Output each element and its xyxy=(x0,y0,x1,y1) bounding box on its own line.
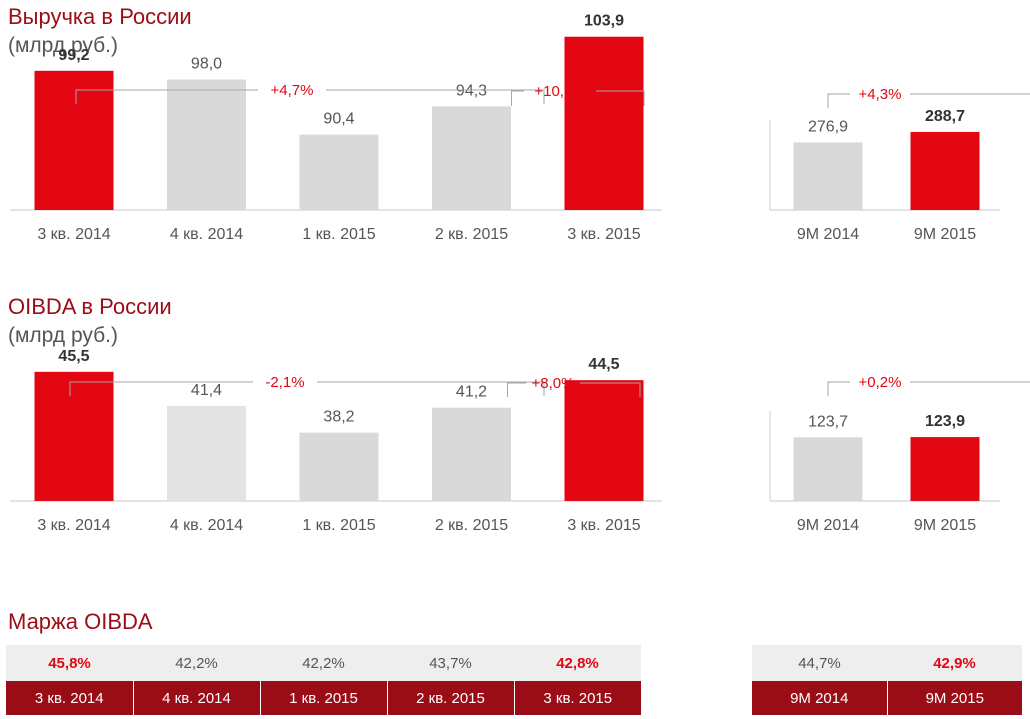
bar-4-кв.-2014 xyxy=(167,79,246,210)
bar-4-кв.-2014 xyxy=(167,406,246,501)
value-label: 44,5 xyxy=(588,356,619,373)
margin-9m-value-cell: 44,7% xyxy=(752,645,887,681)
value-label: 38,2 xyxy=(323,409,354,426)
bar-9M-2014 xyxy=(793,142,863,210)
bar-3-кв.-2015 xyxy=(564,380,644,501)
margin-period-cell: 2 кв. 2015 xyxy=(386,681,514,715)
bar-2-кв.-2015 xyxy=(432,106,511,210)
margin-value-cell: 42,2% xyxy=(260,645,387,681)
bar-1-кв.-2015 xyxy=(299,134,379,210)
margin-9m-period-cell: 9M 2015 xyxy=(886,681,1022,715)
revenue-title: Выручка в России xyxy=(8,4,192,29)
margin-9m-values-row: 44,7% 42,9% xyxy=(752,645,1022,681)
category-label: 4 кв. 2014 xyxy=(170,226,243,243)
value-label: 288,7 xyxy=(925,108,965,125)
revenue-subtitle: (млрд руб.) xyxy=(8,34,119,57)
value-label: 98,0 xyxy=(191,56,222,73)
bar-1-кв.-2015 xyxy=(299,432,379,501)
growth-label: -2,1% xyxy=(265,374,304,391)
margin-value-cell: 42,8% xyxy=(514,645,641,681)
growth-label: +4,7% xyxy=(271,82,314,99)
oibda-subtitle: (млрд руб.) xyxy=(8,324,119,347)
category-label: 3 кв. 2015 xyxy=(567,517,640,534)
value-label: 45,5 xyxy=(58,348,89,365)
margin-title: Маржа OIBDA xyxy=(8,609,153,634)
margin-period-cell: 3 кв. 2014 xyxy=(6,681,133,715)
growth-label: +0,2% xyxy=(859,374,902,391)
margin-value-cell: 43,7% xyxy=(387,645,514,681)
value-label: 123,9 xyxy=(925,413,965,430)
value-label: 99,2 xyxy=(58,47,89,64)
growth-bracket xyxy=(827,93,1030,108)
bar-2-кв.-2015 xyxy=(432,407,511,501)
value-label: 276,9 xyxy=(808,118,848,135)
growth-label: +4,3% xyxy=(859,86,902,103)
margin-labels-row: 3 кв. 2014 4 кв. 2014 1 кв. 2015 2 кв. 2… xyxy=(6,681,641,715)
bar-9M-2015 xyxy=(910,437,980,501)
bar-3-кв.-2015 xyxy=(564,36,644,210)
category-label: 9M 2014 xyxy=(797,517,859,534)
growth-bracket xyxy=(511,90,645,106)
growth-bracket xyxy=(827,381,1030,396)
value-label: 41,4 xyxy=(191,382,222,399)
bar-3-кв.-2014 xyxy=(34,70,114,210)
category-label: 9M 2015 xyxy=(914,517,976,534)
value-label: 41,2 xyxy=(456,384,487,401)
value-label: 123,7 xyxy=(808,413,848,430)
category-label: 9M 2014 xyxy=(797,226,859,243)
growth-label: +10,2% xyxy=(534,83,585,100)
growth-label: +8,0% xyxy=(532,375,575,392)
value-label: 94,3 xyxy=(456,82,487,99)
value-label: 90,4 xyxy=(323,111,354,128)
growth-bracket xyxy=(507,382,641,397)
margin-period-cell: 1 кв. 2015 xyxy=(259,681,387,715)
margin-9m-period-cell: 9M 2014 xyxy=(752,681,887,715)
margin-values-row: 45,8% 42,2% 42,2% 43,7% 42,8% xyxy=(6,645,641,681)
oibda-title: OIBDA в России xyxy=(8,294,172,319)
category-label: 1 кв. 2015 xyxy=(302,517,375,534)
bar-9M-2015 xyxy=(910,131,980,210)
bar-9M-2014 xyxy=(793,437,863,501)
category-label: 1 кв. 2015 xyxy=(302,226,375,243)
margin-value-cell: 42,2% xyxy=(133,645,260,681)
margin-value-cell: 45,8% xyxy=(6,645,133,681)
category-label: 3 кв. 2014 xyxy=(37,226,110,243)
category-label: 2 кв. 2015 xyxy=(435,517,508,534)
margin-9m-value-cell: 42,9% xyxy=(887,645,1022,681)
growth-bracket xyxy=(69,381,545,396)
category-label: 2 кв. 2015 xyxy=(435,226,508,243)
growth-bracket xyxy=(75,89,545,104)
margin-quarterly-table: 45,8% 42,2% 42,2% 43,7% 42,8% 3 кв. 2014… xyxy=(6,645,641,715)
margin-period-cell: 4 кв. 2014 xyxy=(132,681,260,715)
value-label: 103,9 xyxy=(584,13,624,30)
margin-9m-labels-row: 9M 2014 9M 2015 xyxy=(752,681,1022,715)
margin-9m-table: 44,7% 42,9% 9M 2014 9M 2015 xyxy=(752,645,1022,715)
category-label: 3 кв. 2015 xyxy=(567,226,640,243)
category-label: 4 кв. 2014 xyxy=(170,517,243,534)
category-label: 3 кв. 2014 xyxy=(37,517,110,534)
bar-3-кв.-2014 xyxy=(34,371,114,501)
category-label: 9M 2015 xyxy=(914,226,976,243)
margin-period-cell: 3 кв. 2015 xyxy=(513,681,641,715)
